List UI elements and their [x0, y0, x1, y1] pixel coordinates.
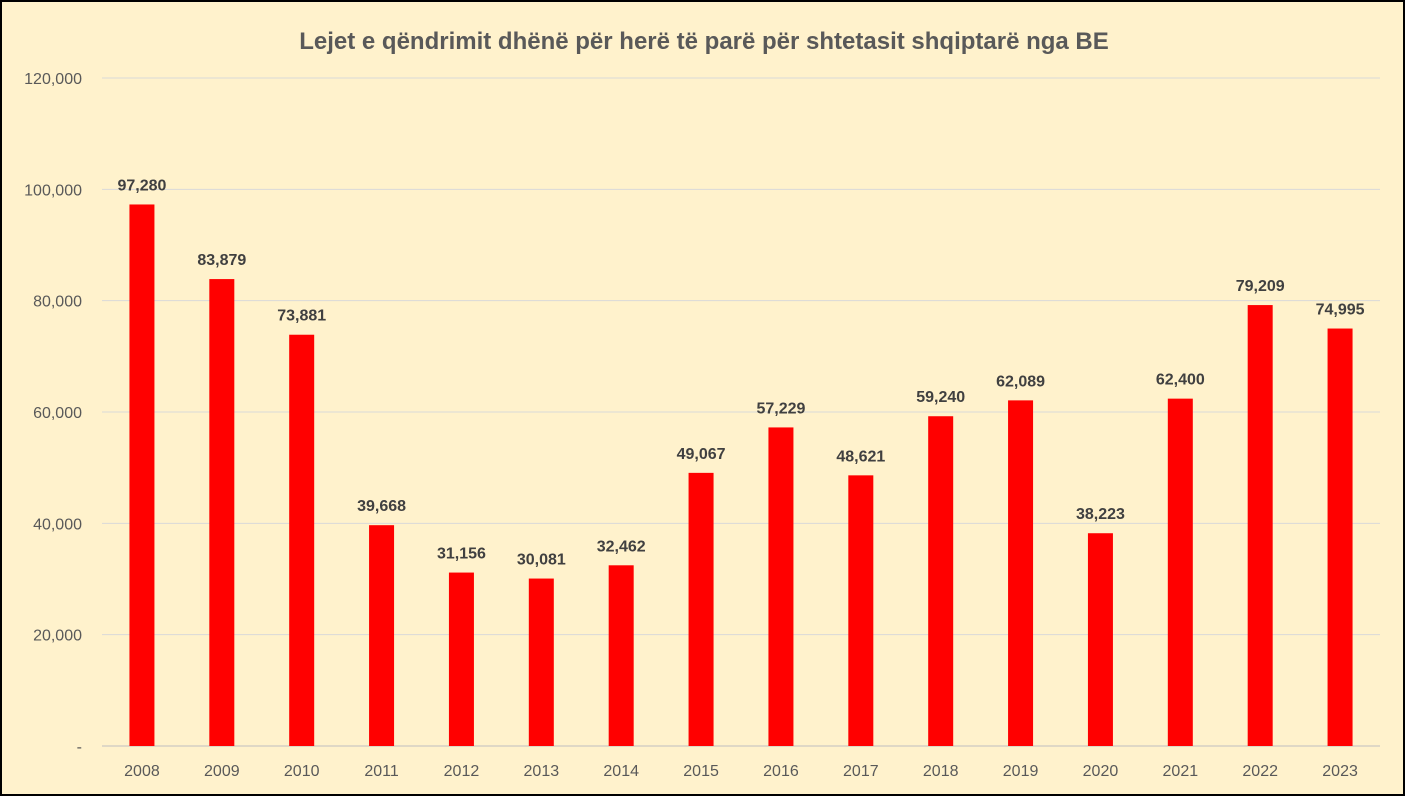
y-tick-label: 60,000 — [33, 405, 82, 422]
gridlines — [102, 77, 1380, 747]
data-label: 97,280 — [117, 177, 166, 194]
bar-2023 — [1327, 328, 1353, 746]
bars — [129, 204, 1353, 746]
x-tick-label: 2014 — [603, 763, 639, 780]
x-tick-label: 2020 — [1083, 763, 1119, 780]
data-label: 31,156 — [437, 546, 486, 563]
x-tick-label: 2010 — [284, 763, 320, 780]
data-label: 49,067 — [677, 446, 726, 463]
x-tick-label: 2011 — [364, 763, 399, 780]
bar-2019 — [1008, 400, 1034, 746]
bar-2020 — [1087, 533, 1113, 746]
y-tick-label: 40,000 — [33, 516, 82, 533]
data-label: 38,223 — [1076, 506, 1125, 523]
x-tick-label: 2022 — [1242, 763, 1278, 780]
data-label: 62,089 — [996, 373, 1045, 390]
x-tick-label: 2021 — [1163, 763, 1199, 780]
x-tick-label: 2019 — [1003, 763, 1039, 780]
x-tick-label: 2013 — [524, 763, 560, 780]
bar-2009 — [209, 279, 235, 746]
y-tick-label: - — [77, 739, 82, 756]
y-axis: - 20,000 40,000 60,000 80,000 100,000 120,000 — [24, 71, 82, 756]
bar-2013 — [528, 578, 554, 746]
bar-2014 — [608, 565, 634, 746]
x-tick-label: 2015 — [683, 763, 719, 780]
data-label: 79,209 — [1236, 278, 1285, 295]
data-label: 83,879 — [197, 252, 246, 269]
data-label: 32,462 — [597, 538, 646, 555]
data-label: 57,229 — [756, 400, 805, 417]
data-label: 30,081 — [517, 552, 566, 569]
bar-2011 — [369, 525, 395, 746]
x-tick-label: 2012 — [444, 763, 480, 780]
x-tick-label: 2023 — [1322, 763, 1358, 780]
bar-2022 — [1247, 305, 1273, 746]
y-tick-label: 20,000 — [33, 628, 82, 645]
bar-2010 — [289, 334, 315, 746]
bar-2018 — [928, 416, 954, 746]
data-label: 74,995 — [1316, 302, 1365, 319]
data-label: 48,621 — [836, 448, 885, 465]
data-labels: 97,280 83,879 73,881 39,668 31,156 30,081 32,4… — [117, 177, 1364, 568]
data-label: 59,240 — [916, 389, 965, 406]
data-label: 39,668 — [357, 498, 406, 515]
bar-2017 — [848, 475, 874, 746]
x-tick-label: 2008 — [124, 763, 160, 780]
x-tick-label: 2018 — [923, 763, 959, 780]
x-tick-label: 2017 — [843, 763, 879, 780]
data-label: 73,881 — [277, 308, 326, 325]
y-tick-label: 80,000 — [33, 294, 82, 311]
y-tick-label: 120,000 — [24, 71, 82, 88]
bar-2016 — [768, 427, 794, 746]
x-tick-label: 2016 — [763, 763, 799, 780]
chart-title: Lejet e qëndrimit dhënë për herë të parë… — [299, 28, 1109, 55]
y-tick-label: 100,000 — [24, 182, 82, 199]
bar-2012 — [448, 572, 474, 746]
bar-2021 — [1167, 398, 1193, 746]
bar-2008 — [129, 204, 155, 746]
x-axis: 2008 2009 2010 2011 2012 2013 2014 2015 2016 2017… — [124, 763, 1358, 780]
bar-2015 — [688, 472, 714, 746]
x-tick-label: 2009 — [204, 763, 240, 780]
data-label: 62,400 — [1156, 372, 1205, 389]
